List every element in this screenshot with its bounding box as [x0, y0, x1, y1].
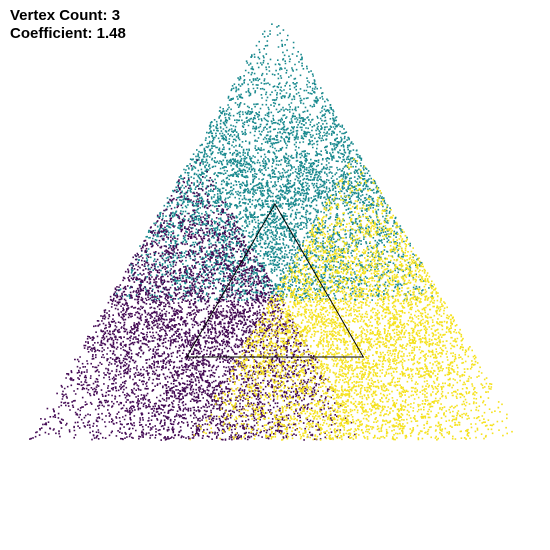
vertex-polygon — [185, 202, 365, 358]
info-overlay: Vertex Count: 3 Coefficient: 1.48 — [10, 7, 126, 43]
fractal-points-vertex-1 — [113, 23, 433, 302]
coefficient-value: 1.48 — [96, 25, 126, 42]
coefficient-readout: Coefficient: 1.48 — [10, 25, 126, 43]
vertex-count-readout: Vertex Count: 3 — [10, 7, 126, 25]
vertex-count-value: 3 — [111, 7, 121, 24]
vertex-count-label: Vertex Count: — [10, 7, 108, 24]
fractal-points-vertex-3 — [189, 158, 513, 441]
coefficient-label: Coefficient: — [10, 25, 93, 42]
fractal-points — [29, 23, 513, 441]
